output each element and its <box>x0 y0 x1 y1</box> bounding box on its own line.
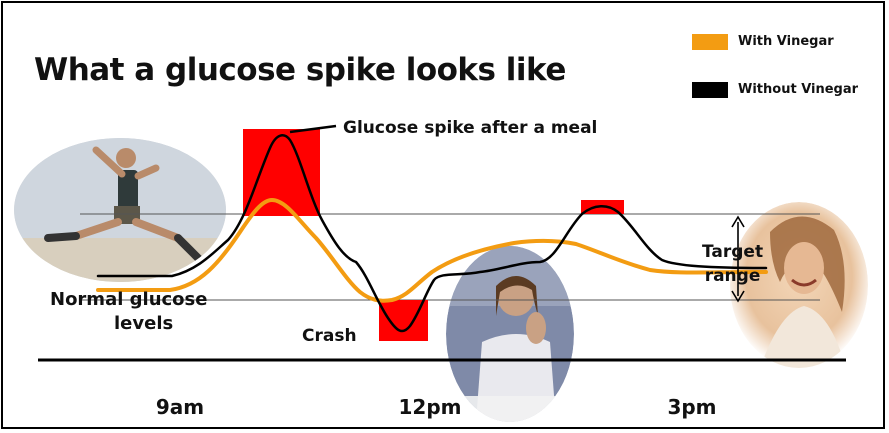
x-tick-label: 9am <box>156 395 204 419</box>
normal-levels-line1: Normal glucose <box>50 289 208 310</box>
target-range-arrow <box>731 215 745 303</box>
series-with-vinegar-line <box>96 197 768 303</box>
x-tick-label: 3pm <box>667 395 716 419</box>
orange-swatch-icon <box>692 34 728 50</box>
spike-leader-line <box>289 124 337 134</box>
legend-label: With Vinegar <box>738 34 834 49</box>
normal-levels-annotation: Normal glucose levels <box>50 288 207 336</box>
jumping-man-photo <box>14 138 226 282</box>
series-without-vinegar-line <box>96 134 768 333</box>
legend-label: Without Vinegar <box>738 82 859 97</box>
crash-annotation: Crash <box>302 326 357 346</box>
normal-levels-line2: levels <box>114 313 174 334</box>
black-swatch-icon <box>692 82 728 98</box>
target-range-line1: Target <box>702 242 764 262</box>
target-range-annotation: Target range <box>702 240 763 288</box>
target-range-line2: range <box>704 266 761 286</box>
happy-woman-photo <box>730 202 868 368</box>
chart-title: What a glucose spike looks like <box>34 52 566 88</box>
spike-annotation: Glucose spike after a meal <box>343 118 598 138</box>
x-tick-label: 12pm <box>399 395 462 419</box>
